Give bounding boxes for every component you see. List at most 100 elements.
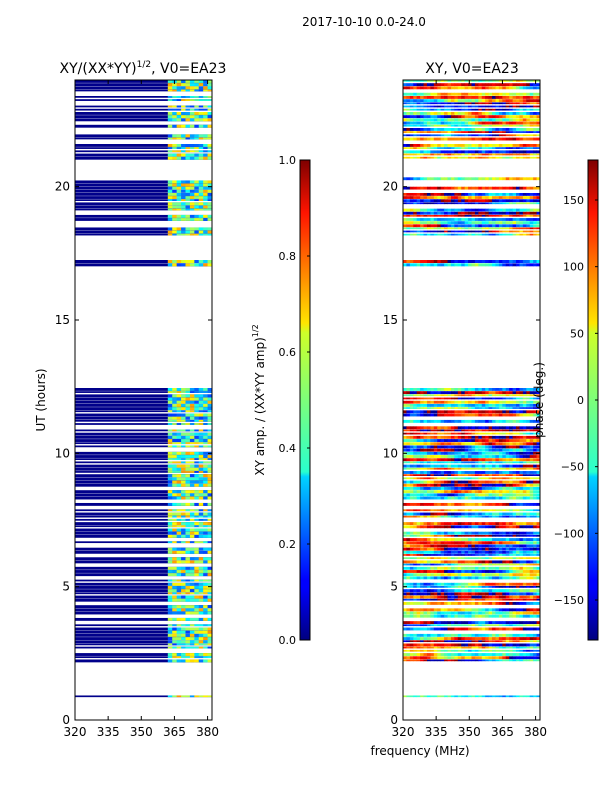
- phase-cell: [488, 601, 493, 605]
- phase-cell: [416, 659, 421, 662]
- amp-cell: [167, 464, 173, 468]
- amp-cell: [189, 445, 195, 448]
- amp-cell: [203, 534, 208, 538]
- amp-cell: [167, 403, 173, 407]
- phase-cell: [406, 566, 411, 570]
- phase-cell: [512, 199, 517, 203]
- phase-cell: [481, 432, 486, 435]
- phase-cell: [478, 400, 483, 404]
- amp-cell: [189, 509, 195, 512]
- phase-cell: [505, 435, 510, 439]
- phase-cell: [440, 208, 445, 212]
- amp-cell: [176, 233, 182, 236]
- phase-cell: [495, 608, 500, 612]
- phase-cell: [468, 442, 472, 446]
- phase-cell: [464, 621, 469, 625]
- phase-cell: [403, 263, 407, 267]
- amp-cell: [176, 439, 182, 442]
- phase-cell: [433, 221, 438, 225]
- amp-row: [75, 464, 212, 468]
- amp-cell: [198, 388, 204, 391]
- amp-cell: [189, 656, 195, 659]
- phase-cell: [478, 582, 483, 586]
- phase-cell: [536, 445, 540, 449]
- amp-cell: [198, 416, 204, 420]
- phase-cell: [536, 233, 540, 236]
- phase-cell: [437, 646, 442, 649]
- phase-cell: [529, 221, 534, 225]
- amp-cell: [181, 646, 186, 649]
- phase-cell: [440, 589, 445, 593]
- phase-cell: [505, 695, 510, 698]
- phase-cell: [409, 656, 414, 660]
- phase-cell: [464, 502, 469, 506]
- amp-row: [75, 423, 212, 425]
- phase-cell: [471, 550, 476, 554]
- phase-cell: [522, 576, 527, 580]
- phase-cell: [409, 388, 414, 391]
- phase-cell: [471, 554, 476, 556]
- phase-cell: [485, 573, 490, 577]
- amp-cell: [185, 659, 191, 663]
- amp-cell: [203, 144, 208, 147]
- amp-cell: [203, 566, 208, 570]
- amp-cell: [185, 528, 191, 532]
- amp-cell: [185, 99, 191, 101]
- phase-cell: [457, 538, 462, 541]
- amp-cell: [181, 263, 186, 267]
- phase-cell: [509, 490, 513, 494]
- phase-cell: [522, 563, 527, 566]
- phase-cell: [413, 435, 418, 439]
- phase-cell: [420, 263, 424, 267]
- phase-cell: [474, 586, 479, 588]
- phase-cell: [468, 426, 472, 430]
- amp-row: [75, 80, 212, 83]
- phase-cell: [509, 221, 513, 225]
- amp-cell: [203, 550, 208, 554]
- phase-cell: [488, 509, 493, 512]
- phase-cell: [437, 455, 442, 458]
- phase-cell: [426, 193, 431, 196]
- amp-cell: [203, 560, 208, 564]
- amp-row: [75, 260, 212, 263]
- phase-cell: [416, 477, 421, 480]
- phase-cell: [526, 435, 531, 439]
- phase-cell: [426, 439, 431, 442]
- phase-cell: [492, 595, 496, 599]
- phase-cell: [464, 538, 469, 541]
- phase-cell: [471, 496, 476, 500]
- phase-cell: [495, 224, 500, 228]
- phase-cell: [498, 656, 503, 660]
- amp-cell: [181, 134, 186, 138]
- amp-cell: [207, 183, 212, 187]
- phase-cell: [447, 224, 452, 228]
- phase-cell: [413, 653, 418, 656]
- amp-cell: [189, 416, 195, 420]
- phase-cell: [433, 547, 438, 551]
- phase-cell: [471, 557, 476, 560]
- phase-cell: [488, 435, 493, 439]
- amp-cell: [167, 147, 173, 149]
- phase-cell: [433, 260, 438, 263]
- amp-cell: [181, 193, 186, 196]
- amp-cell: [198, 205, 204, 209]
- phase-cell: [437, 410, 442, 414]
- amp-cell: [176, 89, 182, 92]
- amp-cell: [176, 442, 182, 445]
- amp-cell: [207, 640, 212, 644]
- amp-cell: [176, 180, 182, 184]
- phase-cell: [468, 480, 472, 484]
- phase-cell: [481, 570, 486, 573]
- phase-cell: [509, 512, 513, 516]
- amp-row: [75, 528, 212, 532]
- amp-cell: [203, 605, 208, 609]
- phase-cell: [457, 554, 462, 556]
- amp-cell: [185, 534, 191, 538]
- phase-cell: [495, 394, 500, 397]
- phase-cell: [481, 502, 486, 506]
- phase-cell: [444, 445, 448, 449]
- phase-cell: [461, 480, 466, 484]
- phase-cell: [457, 547, 462, 551]
- phase-cell: [450, 653, 455, 656]
- phase-cell: [474, 439, 479, 442]
